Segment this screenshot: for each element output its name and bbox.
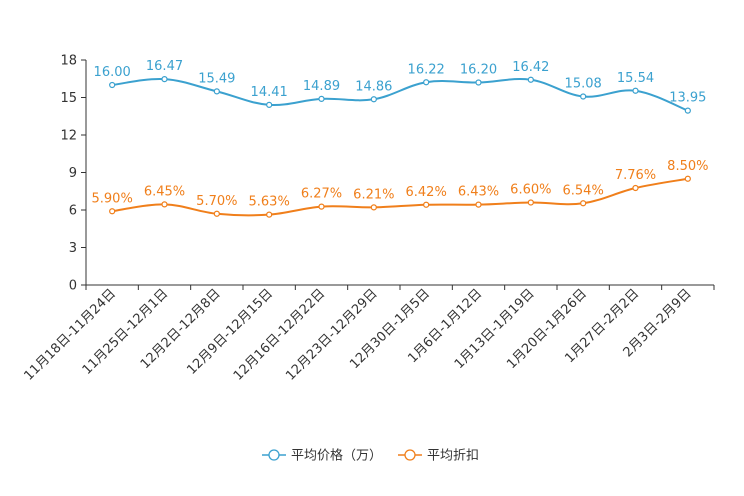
price-point[interactable] [580, 93, 587, 100]
legend-label: 平均价格（万） [291, 448, 382, 464]
price-data-label: 13.95 [669, 91, 706, 106]
y-tick-label: 9 [69, 166, 77, 181]
discount-data-label: 7.76% [615, 168, 656, 183]
discount-point[interactable] [109, 208, 116, 215]
price-point[interactable] [370, 96, 377, 103]
discount-point[interactable] [266, 211, 273, 218]
discount-data-label: 6.21% [353, 187, 394, 202]
price-data-label: 15.49 [198, 71, 235, 86]
series-layer [109, 76, 691, 218]
x-tick-label: 12月23日-12月29日 [283, 286, 380, 383]
discount-point[interactable] [632, 184, 639, 192]
legend-marker-icon [404, 449, 416, 461]
price-data-label: 16.22 [408, 62, 445, 77]
y-tick-label: 15 [60, 91, 77, 106]
discount-point[interactable] [423, 201, 430, 208]
y-tick-label: 6 [69, 204, 77, 219]
discount-point[interactable] [213, 210, 220, 217]
discount-point[interactable] [161, 201, 168, 208]
discount-point[interactable] [318, 203, 325, 210]
discount-data-label: 5.90% [92, 191, 133, 206]
discount-data-label: 5.70% [196, 194, 237, 209]
legend[interactable]: 平均价格（万） 平均折扣 [262, 448, 479, 464]
y-tick-label: 18 [60, 54, 77, 69]
y-tick-label: 3 [69, 241, 77, 256]
price-data-label: 16.47 [146, 59, 183, 74]
x-tick-label: 12月16日-12月22日 [231, 286, 328, 383]
discount-data-label: 5.63% [249, 195, 290, 210]
price-point[interactable] [632, 87, 639, 94]
price-data-label: 15.54 [617, 71, 654, 86]
price-point[interactable] [109, 81, 116, 89]
discount-point[interactable] [684, 175, 691, 182]
price-data-label: 15.08 [565, 77, 602, 92]
legend-item-price[interactable]: 平均价格（万） [262, 448, 382, 464]
price-data-label: 14.89 [303, 79, 340, 94]
price-point[interactable] [213, 88, 220, 95]
data-labels: 16.00 16.47 15.49 14.41 14.89 14.86 16.22 16.20… [92, 59, 709, 210]
legend-label: 平均折扣 [427, 449, 479, 464]
legend-item-discount[interactable]: 平均折扣 [398, 449, 479, 464]
y-tick-label: 0 [69, 279, 77, 294]
discount-line [112, 177, 689, 217]
price-data-label: 14.41 [251, 85, 288, 100]
discount-data-label: 6.45% [144, 184, 185, 199]
discount-point[interactable] [580, 200, 587, 207]
price-point[interactable] [475, 79, 482, 86]
discount-point[interactable] [370, 204, 377, 211]
legend-marker-icon [268, 449, 280, 461]
discount-data-label: 6.43% [458, 185, 499, 200]
discount-data-label: 6.42% [406, 185, 447, 200]
price-point[interactable] [266, 101, 273, 108]
y-tick-label: 12 [60, 129, 77, 144]
axes: 036912151811月18日-11月24日11月25日-12月1日12月2日… [22, 54, 715, 384]
price-point[interactable] [423, 79, 430, 86]
price-data-label: 16.00 [94, 65, 131, 80]
discount-data-label: 6.54% [563, 183, 604, 198]
x-tick-label: 11月18日-11月24日 [22, 286, 119, 383]
price-point[interactable] [161, 76, 168, 83]
price-data-label: 14.86 [355, 79, 392, 94]
discount-data-label: 6.27% [301, 187, 342, 202]
price-data-label: 16.42 [512, 60, 549, 75]
discount-point[interactable] [527, 199, 534, 206]
discount-data-label: 8.50% [667, 159, 708, 174]
price-point[interactable] [318, 95, 325, 102]
price-line [112, 78, 689, 112]
price-point[interactable] [527, 76, 534, 83]
discount-point[interactable] [475, 201, 482, 208]
price-data-label: 16.20 [460, 63, 497, 78]
price-point[interactable] [684, 107, 691, 114]
discount-data-label: 6.60% [510, 183, 551, 198]
